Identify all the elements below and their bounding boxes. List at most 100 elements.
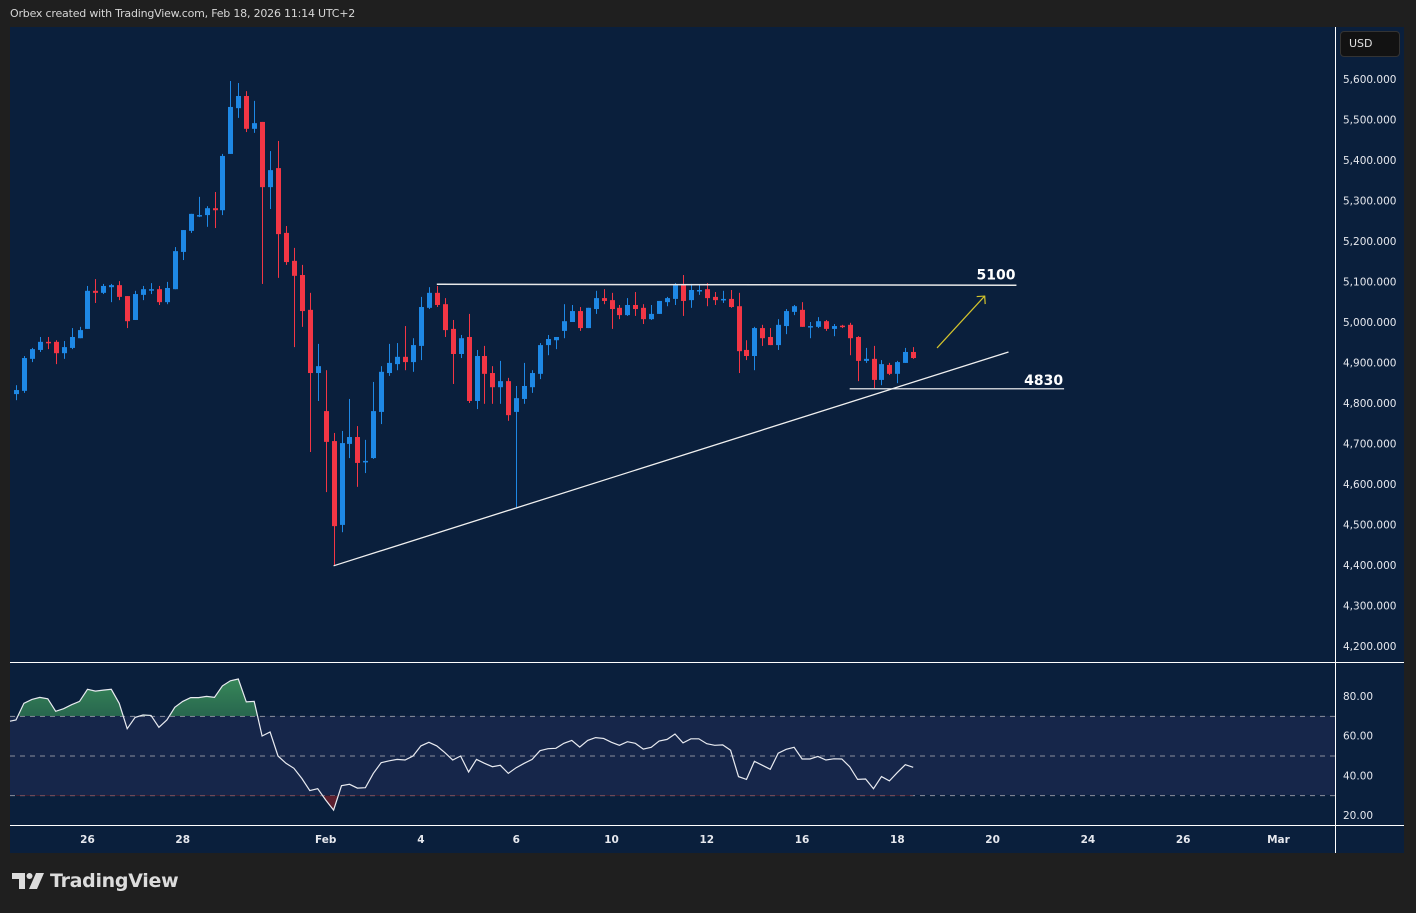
price-axis[interactable]: 5,600.000 5,500.000 5,400.000 5,300.000 5,20… bbox=[1343, 74, 1396, 653]
candle bbox=[411, 338, 416, 372]
candle-body bbox=[355, 437, 360, 463]
candle-body bbox=[649, 313, 654, 320]
candle bbox=[78, 326, 83, 339]
candle bbox=[792, 304, 797, 316]
candle bbox=[46, 336, 51, 350]
candle bbox=[602, 289, 607, 305]
candle bbox=[419, 296, 424, 361]
candle-body bbox=[427, 292, 432, 308]
candle-body bbox=[197, 215, 202, 217]
candle-wick bbox=[262, 121, 263, 284]
candle-body bbox=[173, 251, 178, 290]
currency-button[interactable]: USD bbox=[1340, 31, 1400, 57]
candle-body bbox=[824, 321, 829, 329]
candle bbox=[451, 319, 456, 384]
candle-body bbox=[85, 290, 90, 329]
candle bbox=[911, 347, 916, 359]
candle-body bbox=[316, 366, 321, 374]
candle-body bbox=[808, 326, 813, 328]
candle bbox=[776, 319, 781, 350]
candle-body bbox=[30, 349, 35, 359]
candle-body bbox=[260, 121, 265, 188]
candle bbox=[610, 292, 615, 329]
candle bbox=[617, 304, 622, 320]
arrow-line[interactable] bbox=[936, 295, 986, 349]
price-tick-label: 4,500.000 bbox=[1343, 520, 1396, 532]
candle-wick bbox=[254, 100, 255, 133]
candle bbox=[435, 285, 440, 308]
candle-wick bbox=[810, 322, 811, 339]
candle-wick bbox=[389, 343, 390, 376]
tradingview-logo[interactable]: TradingView bbox=[12, 870, 179, 892]
candle-body bbox=[864, 358, 869, 361]
candle bbox=[443, 298, 448, 337]
candle-body bbox=[379, 371, 384, 412]
candle-body bbox=[459, 338, 464, 354]
candle-body bbox=[284, 232, 289, 263]
price-tick-label: 4,800.000 bbox=[1343, 398, 1396, 410]
candle-body bbox=[705, 289, 710, 299]
price-tick-label: 4,700.000 bbox=[1343, 439, 1396, 451]
resistance-line[interactable] bbox=[436, 283, 1017, 286]
candle bbox=[70, 328, 75, 350]
candle bbox=[705, 283, 710, 307]
time-axis[interactable]: 26 28 Feb 4 6 10 12 16 18 20 24 26 Mar bbox=[80, 834, 1290, 846]
candle bbox=[649, 304, 654, 320]
candle-body bbox=[117, 285, 122, 297]
candle-body bbox=[673, 285, 678, 299]
candle bbox=[213, 191, 218, 229]
time-tick-label: 4 bbox=[417, 834, 424, 846]
candle-body bbox=[665, 298, 670, 303]
candle bbox=[22, 356, 27, 393]
candle-body bbox=[371, 411, 376, 459]
candle bbox=[347, 398, 352, 459]
candle bbox=[665, 296, 670, 307]
time-tick-label: Feb bbox=[315, 834, 337, 846]
candle bbox=[872, 345, 877, 389]
candle bbox=[30, 347, 35, 363]
candle bbox=[578, 307, 583, 331]
candle-wick bbox=[294, 247, 295, 348]
trendline[interactable] bbox=[333, 351, 1009, 567]
candle-body bbox=[610, 300, 615, 310]
candle-wick bbox=[207, 206, 208, 227]
candle-body bbox=[109, 285, 114, 288]
candle-body bbox=[300, 275, 305, 312]
price-tick-label: 5,000.000 bbox=[1343, 317, 1396, 329]
candle-wick bbox=[349, 398, 350, 459]
candle bbox=[228, 81, 233, 154]
price-tick-label: 5,600.000 bbox=[1343, 74, 1396, 86]
price-tick-label: 5,300.000 bbox=[1343, 196, 1396, 208]
candle bbox=[117, 281, 122, 301]
candle bbox=[220, 153, 225, 216]
candle bbox=[403, 326, 408, 371]
candle-body bbox=[395, 356, 400, 365]
drawings[interactable]: 5100 4830 bbox=[333, 268, 1065, 567]
candle-wick bbox=[484, 345, 485, 404]
candle-body bbox=[721, 298, 726, 301]
candle bbox=[324, 370, 329, 493]
candle bbox=[165, 281, 170, 305]
candle-body bbox=[657, 300, 662, 314]
candle bbox=[38, 336, 43, 352]
candle-body bbox=[276, 168, 281, 235]
candle-body bbox=[38, 341, 43, 350]
candle-body bbox=[578, 311, 583, 329]
candle bbox=[371, 381, 376, 459]
candle-body bbox=[46, 341, 51, 344]
price-tick-label: 4,900.000 bbox=[1343, 358, 1396, 370]
candle-body bbox=[62, 347, 67, 354]
candle bbox=[475, 349, 480, 410]
candle-body bbox=[189, 213, 194, 231]
candle-body bbox=[895, 362, 900, 374]
time-tick-label: 6 bbox=[513, 834, 520, 846]
candle-body bbox=[268, 170, 273, 188]
candle-body bbox=[252, 123, 257, 129]
candle-body bbox=[363, 460, 368, 463]
candle-body bbox=[133, 294, 138, 320]
candle bbox=[54, 340, 59, 365]
candle bbox=[586, 307, 591, 329]
candle bbox=[713, 292, 718, 305]
rsi-axis[interactable]: 80.00 60.00 40.00 20.00 bbox=[1343, 691, 1373, 822]
